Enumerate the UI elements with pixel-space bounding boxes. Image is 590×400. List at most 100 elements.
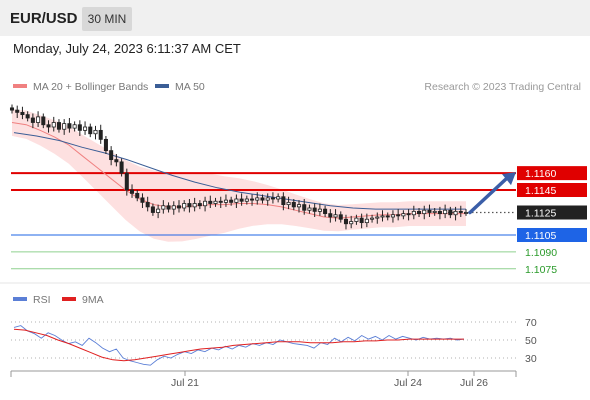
candle <box>130 184 135 198</box>
candle-body <box>349 221 354 225</box>
x-tick-label: Jul 26 <box>460 377 488 389</box>
candle <box>260 194 265 204</box>
rsi-legend-label: RSI <box>33 294 51 306</box>
candle <box>203 196 208 212</box>
candle-body <box>359 217 364 224</box>
rsi-ma-legend-swatch <box>62 297 76 301</box>
candle-body <box>119 161 124 174</box>
candle-body <box>312 207 317 212</box>
candle-body <box>83 126 88 131</box>
candle <box>234 194 239 208</box>
candle <box>317 203 322 216</box>
candle-body <box>323 208 328 215</box>
candle <box>72 121 77 132</box>
candle <box>161 200 166 214</box>
candle <box>390 210 395 223</box>
level-label-resistance: 1.1145 <box>525 185 556 197</box>
candle-body <box>51 122 56 128</box>
ma50-legend-label: MA 50 <box>175 81 205 93</box>
candle <box>56 119 61 133</box>
candle-body <box>463 212 469 214</box>
candle-body <box>291 201 296 208</box>
candle-body <box>370 217 375 220</box>
candle-body <box>437 210 442 215</box>
candle <box>239 193 244 206</box>
forecast <box>468 172 516 215</box>
ma20-legend-swatch <box>13 84 27 88</box>
candle-body <box>135 192 140 199</box>
candle <box>364 213 369 228</box>
candle-body <box>239 198 244 202</box>
candle <box>349 215 354 229</box>
candle <box>427 204 432 217</box>
candle-body <box>302 204 307 211</box>
candle <box>88 123 93 138</box>
candle <box>359 213 364 229</box>
candle <box>51 116 56 132</box>
candle-body <box>15 109 20 113</box>
candle <box>380 210 385 222</box>
candle <box>406 209 411 221</box>
level-label-bg-last <box>517 205 587 220</box>
candle-body <box>36 116 41 123</box>
candle-body <box>229 199 234 203</box>
candle-body <box>140 197 145 203</box>
rsi-legend-swatch <box>13 297 27 301</box>
ma50-legend-swatch <box>155 84 169 88</box>
rsi-ma-legend-label: 9MA <box>82 294 104 306</box>
candle-body <box>281 196 286 206</box>
candle <box>182 200 187 212</box>
candle-body <box>244 198 249 202</box>
candle-body <box>411 210 416 216</box>
candle-body <box>250 198 255 201</box>
candle <box>187 199 192 213</box>
pair-title: EUR/USD <box>10 10 78 27</box>
candle <box>114 154 119 167</box>
level-labels: 1.1160 1.1145 1.1125 1.1105 1.1090 1.1075 <box>517 166 587 276</box>
candle <box>385 212 390 221</box>
candle <box>333 209 338 222</box>
candle-body <box>93 129 98 135</box>
candle <box>166 202 171 213</box>
candle <box>145 196 150 212</box>
candle-body <box>223 199 228 203</box>
candle <box>370 214 375 223</box>
timeframe-button[interactable]: 30 MIN <box>82 7 132 31</box>
candle <box>119 158 124 177</box>
candle-body <box>203 200 208 207</box>
level-label-bg-resistance <box>517 183 587 197</box>
candle <box>135 190 140 202</box>
candle-body <box>276 196 281 200</box>
candle <box>417 208 422 217</box>
candle-body <box>166 205 171 210</box>
rsi-ma-line <box>13 328 464 362</box>
candle-body <box>109 150 114 161</box>
candle-body <box>255 197 260 201</box>
candle-body <box>41 116 46 126</box>
candle-body <box>98 129 103 140</box>
candle-body <box>343 218 348 225</box>
candle <box>343 214 348 230</box>
candle <box>396 209 401 221</box>
candles <box>9 104 469 230</box>
candle <box>229 196 234 206</box>
candle <box>30 113 35 129</box>
candle-body <box>286 201 291 206</box>
moving-averages <box>11 122 466 219</box>
candle <box>323 205 328 217</box>
candle-body <box>390 214 395 218</box>
x-tick-label: Jul 24 <box>394 377 422 389</box>
candle-body <box>406 213 411 216</box>
candle <box>46 120 51 133</box>
candle <box>93 125 98 140</box>
candle-body <box>417 210 422 215</box>
level-label-support: 1.1075 <box>525 264 557 276</box>
candle-body <box>176 205 182 209</box>
candle <box>9 104 15 114</box>
ma20-legend-label: MA 20 + Bollinger Bands <box>33 81 148 93</box>
candle <box>171 201 176 215</box>
candle-body <box>114 159 119 163</box>
candle-body <box>396 214 401 217</box>
ma50-line <box>13 132 466 210</box>
candle <box>98 124 103 144</box>
